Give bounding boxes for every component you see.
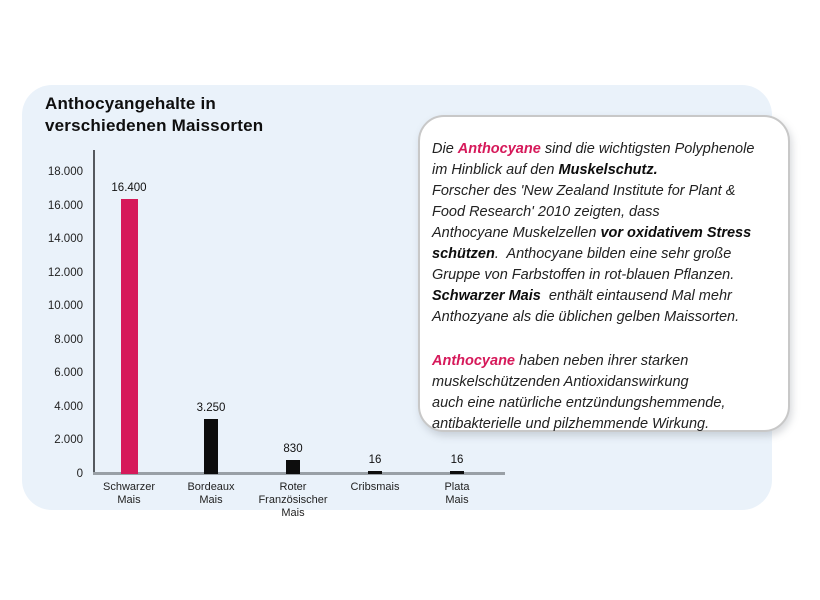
x-category-label: Cribsmais (350, 481, 400, 493)
text-segment: Forscher des 'New Zealand Institute for … (432, 183, 736, 199)
y-tick-label: 6.000 (54, 367, 83, 380)
chart-title-line2: verschiedenen Maissorten (45, 116, 264, 135)
y-tick-label: 12.000 (47, 266, 83, 279)
text-segment: antibakterielle und pilzhemmende Wirkung… (432, 416, 710, 432)
text-segment: Schwarzer Mais (432, 288, 541, 304)
text-segment: auch eine natürliche entzündungshemmende… (432, 395, 726, 411)
text-segment: Food Research' 2010 zeigten, dass (432, 204, 660, 220)
bar (120, 198, 138, 474)
infobox-text-line: muskelschützenden Antioxidanswirkung (432, 372, 776, 393)
y-tick-label: 10.000 (47, 300, 83, 313)
text-segment: haben neben ihrer starken (515, 353, 689, 369)
y-tick-label: 18.000 (47, 166, 83, 178)
text-segment: Anthocyane (457, 141, 541, 157)
text-segment: schützen (432, 246, 495, 262)
bar (286, 460, 300, 474)
bar (450, 471, 464, 474)
bar (368, 471, 382, 474)
text-segment: Anthocyane Muskelzellen (432, 225, 601, 241)
infobox-text-line: im Hinblick auf den Muskelschutz. (432, 160, 776, 181)
bar-chart-plot-area: 18.000 16.000 14.000 12.000 10.000 8.000 6.000… (48, 150, 505, 519)
x-category-label: Plata Mais (444, 481, 470, 506)
text-segment: Anthocyane (432, 353, 515, 369)
text-segment: Muskelschutz. (558, 162, 658, 178)
text-segment: sind die wichtigsten Polyphenole (540, 141, 755, 157)
y-tick-label: 4.000 (54, 400, 83, 413)
text-segment: Die (432, 141, 458, 157)
text-segment: vor oxidativem Stress (600, 225, 752, 241)
infobox-text-line: Forscher des 'New Zealand Institute for … (432, 181, 776, 202)
text-segment: im Hinblick auf den (432, 162, 559, 178)
x-category-label: Schwarzer Mais (103, 481, 155, 506)
infobox-paragraph: Die Anthocyane sind die wichtigsten Poly… (432, 139, 776, 328)
bar-value-label: 16 (450, 454, 464, 466)
x-category-label: Roter Französischer Mais (258, 481, 328, 519)
infobox-text-line: Anthozyane als die üblichen gelben Maiss… (432, 307, 776, 328)
text-segment: muskelschützenden Antioxidanswirkung (432, 374, 689, 390)
infobox-text-line: auch eine natürliche entzündungshemmende… (432, 393, 776, 414)
text-segment: Anthozyane als die üblichen gelben Maiss… (432, 309, 740, 325)
bar-value-label: 16 (368, 454, 382, 466)
infobox-paragraph: Anthocyane haben neben ihrer starken musk… (432, 351, 776, 435)
y-tick-label: 16.000 (47, 199, 83, 212)
y-axis-line (93, 150, 95, 475)
bar (204, 419, 218, 474)
infobox-text-line: Die Anthocyane sind die wichtigsten Poly… (432, 139, 776, 160)
text-segment: . Anthocyane bilden eine sehr große (494, 246, 732, 262)
chart-title: Anthocyangehalte in verschiedenen Maisso… (45, 93, 263, 137)
chart-title-line1: Anthocyangehalte in (45, 94, 216, 113)
y-tick-label: 2.000 (54, 434, 83, 447)
infobox-text-line: antibakterielle und pilzhemmende Wirkung… (432, 414, 776, 435)
infobox-text-line: Schwarzer Mais enthält eintausend Mal me… (432, 286, 776, 307)
infobox-text-line: schützen. Anthocyane bilden eine sehr gr… (432, 244, 776, 265)
x-category-label: Bordeaux Mais (187, 481, 235, 506)
y-tick-label: 0 (76, 468, 83, 480)
bar-value-label: 830 (283, 443, 303, 456)
bar-value-label: 16.400 (111, 181, 147, 194)
infobox-text-line: Food Research' 2010 zeigten, dass (432, 202, 776, 223)
text-segment: enthält eintausend Mal mehr (540, 288, 732, 304)
y-tick-label: 14.000 (47, 233, 83, 246)
infobox-text-line: Anthocyane haben neben ihrer starken (432, 351, 776, 372)
text-segment: Gruppe von Farbstoffen in rot-blauen Pfl… (432, 267, 735, 283)
info-box: Die Anthocyane sind die wichtigsten Poly… (418, 115, 790, 432)
y-tick-label: 8.000 (54, 333, 83, 346)
infobox-text-line: Gruppe von Farbstoffen in rot-blauen Pfl… (432, 265, 776, 286)
infobox-text-line: Anthocyane Muskelzellen vor oxidativem S… (432, 223, 776, 244)
bar-value-label: 3.250 (196, 402, 226, 415)
